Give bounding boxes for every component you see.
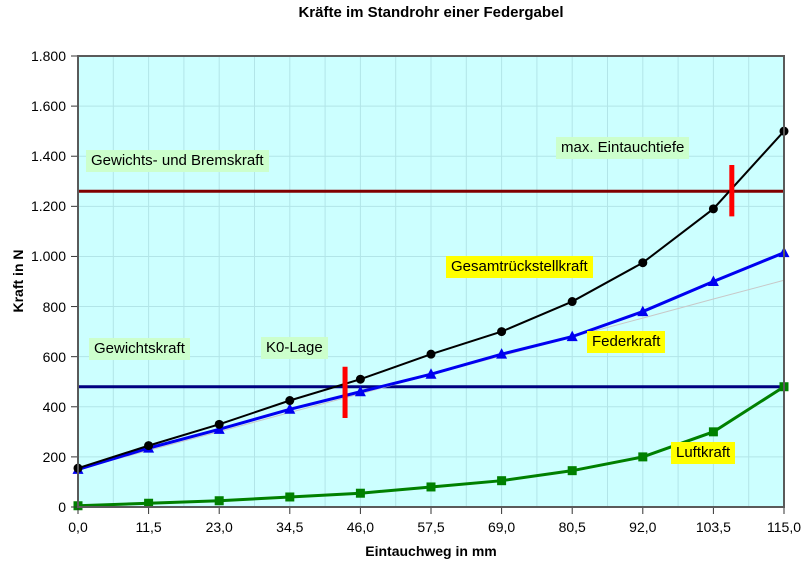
y-tick-label: 1.800 — [30, 48, 66, 64]
marker-circle — [426, 349, 436, 359]
x-tick-label: 103,5 — [695, 519, 731, 535]
marker-square — [708, 427, 718, 437]
plot-border — [77, 55, 785, 508]
marker-circle — [355, 374, 365, 384]
marker-square — [638, 452, 648, 462]
annotation-max-eintauchtiefe: max. Eintauchtiefe — [556, 137, 690, 159]
marker-square — [355, 488, 365, 498]
y-tick-label: 1.200 — [30, 198, 66, 215]
x-tick-label: 23,0 — [205, 519, 233, 535]
annotation-gewichts-und-bremskraft: Gewichts- und Bremskraft — [86, 150, 269, 172]
x-tick-label: 0,0 — [68, 519, 88, 535]
x-tick-label: 69,0 — [487, 519, 516, 535]
marker-square — [426, 482, 436, 492]
chart-title: Kräfte im Standrohr einer Federgabel — [298, 4, 564, 21]
x-tick-label: 34,5 — [276, 519, 304, 535]
chart-plot-svg — [71, 55, 790, 514]
annotation-k0-lage: K0-Lage — [261, 337, 328, 359]
marker-square — [144, 498, 154, 508]
y-tick-label: 1.000 — [30, 248, 66, 265]
annotation-gesamtrueckstellkraft: Gesamtrückstellkraft — [446, 256, 593, 278]
marker-triangle — [566, 330, 578, 342]
y-tick-label: 200 — [42, 448, 66, 465]
marker-square — [214, 496, 224, 506]
annotation-luftkraft: Luftkraft — [671, 442, 736, 464]
x-tick-label: 11,5 — [135, 519, 162, 535]
x-tick-label: 92,0 — [629, 519, 657, 535]
marker-triangle — [496, 348, 508, 359]
y-tick-label: 800 — [42, 298, 66, 315]
marker-triangle — [425, 368, 437, 379]
marker-circle — [144, 441, 154, 451]
marker-circle — [214, 419, 224, 429]
y-tick-label: 600 — [42, 348, 66, 365]
annotation-federkraft: Federkraft — [587, 331, 666, 353]
marker-square — [497, 476, 507, 486]
marker-square — [567, 466, 577, 476]
x-tick-label: 46,0 — [346, 519, 375, 535]
x-axis-title: Eintauchweg in mm — [365, 543, 497, 559]
marker-triangle — [707, 275, 719, 286]
marker-triangle — [284, 403, 296, 414]
x-tick-label: 115,0 — [767, 519, 801, 535]
y-tick-label: 0 — [58, 499, 66, 515]
y-tick-label: 1.600 — [30, 98, 66, 115]
marker-circle — [285, 396, 295, 406]
plot-area — [71, 55, 790, 514]
marker-triangle — [354, 385, 366, 397]
y-tick-label: 1.400 — [30, 148, 66, 165]
marker-circle — [567, 297, 577, 307]
marker-circle — [497, 327, 507, 337]
marker-circle — [708, 204, 718, 214]
marker-square — [285, 492, 295, 502]
x-tick-label: 80,5 — [558, 519, 586, 535]
x-tick-label: 57,5 — [417, 519, 445, 535]
marker-circle — [638, 258, 648, 268]
marker-triangle — [637, 305, 649, 317]
annotation-gewichtskraft: Gewichtskraft — [89, 338, 190, 360]
y-tick-label: 400 — [42, 398, 66, 415]
